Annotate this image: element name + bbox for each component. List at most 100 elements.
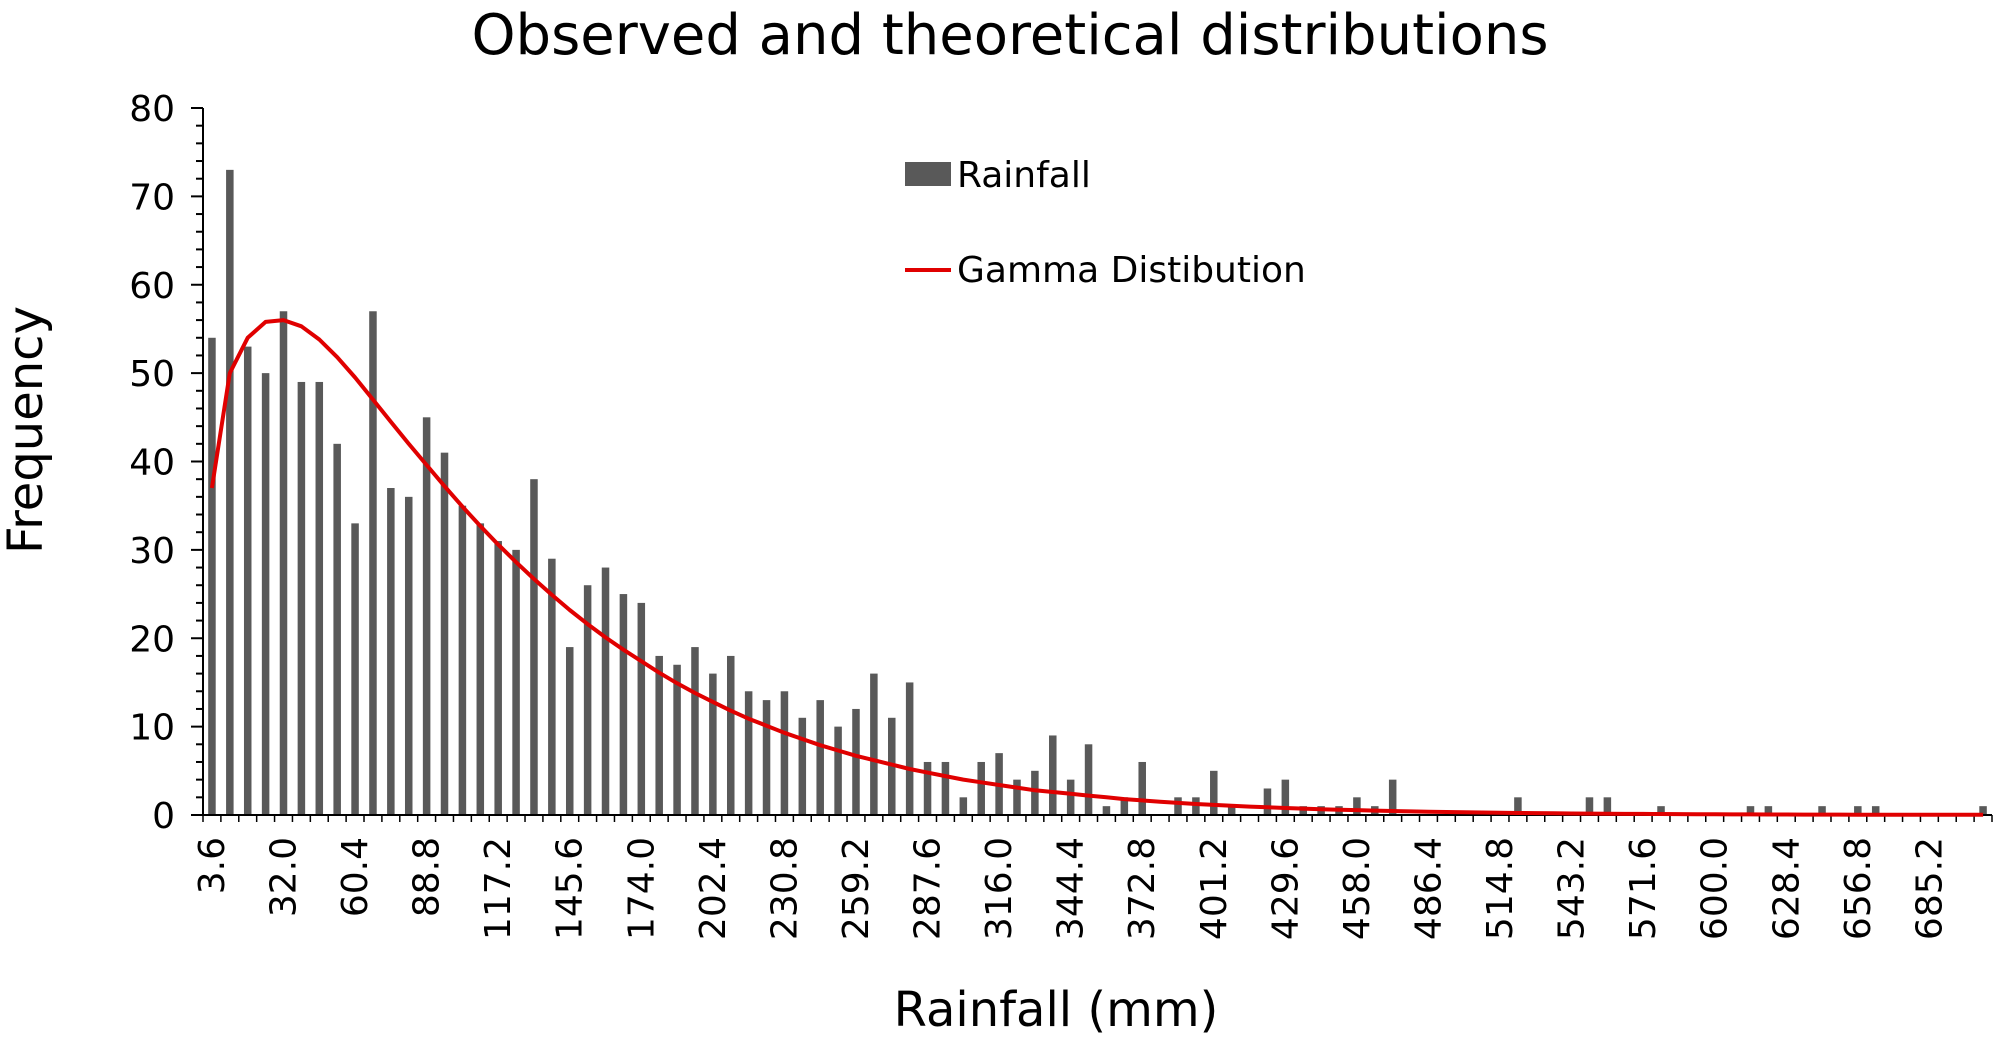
x-tick-label: 174.0 — [621, 837, 662, 940]
x-tick-label: 628.4 — [1766, 837, 1807, 940]
rainfall-bar — [977, 761, 985, 815]
rainfall-bar — [1979, 806, 1987, 815]
rainfall-bar — [404, 496, 413, 815]
x-tick-label: 685.2 — [1909, 837, 1950, 940]
legend-rainfall-label: Rainfall — [957, 155, 1091, 196]
rainfall-bar — [834, 726, 842, 815]
rainfall-bar — [548, 558, 556, 815]
y-tick-label: 40 — [129, 443, 175, 484]
bars-group — [208, 169, 1987, 816]
rainfall-bar — [852, 708, 860, 815]
x-tick-label: 3.6 — [192, 837, 233, 894]
rainfall-bar — [959, 797, 968, 815]
x-tick-label: 458.0 — [1337, 837, 1378, 940]
x-tick-label: 429.6 — [1265, 837, 1306, 940]
rainfall-bar — [512, 549, 520, 815]
rainfall-bar — [1388, 779, 1397, 815]
x-tick-label: 117.2 — [478, 837, 519, 940]
rainfall-bar — [1854, 806, 1862, 815]
rainfall-bar — [1031, 770, 1039, 815]
rainfall-bar — [1084, 744, 1093, 815]
rainfall-bar — [655, 655, 663, 815]
rainfall-bar — [226, 169, 234, 816]
x-tick-label: 287.6 — [908, 837, 949, 940]
rainfall-bar — [369, 311, 377, 815]
rainfall-bar — [351, 523, 359, 815]
rainfall-bar — [458, 505, 467, 815]
rainfall-bar — [637, 602, 646, 815]
rainfall-bar — [601, 567, 610, 815]
rainfall-bar — [1603, 797, 1612, 815]
x-tick-label: 656.8 — [1838, 837, 1879, 940]
rainfall-bar — [923, 761, 932, 815]
x-tick-label: 202.4 — [693, 837, 734, 940]
y-axis-label: Frequency — [0, 306, 54, 554]
rainfall-bar — [1066, 779, 1075, 815]
x-axis-ticks: 3.6 32.0 60.4 88.8 117.2 145.6 174.0 202.4 230.8… — [192, 815, 1993, 940]
legend-gamma-label: Gamma Distibution — [957, 250, 1306, 291]
rainfall-bar — [1263, 788, 1272, 815]
rainfall-bar — [726, 655, 735, 815]
rainfall-bar — [333, 443, 341, 815]
rainfall-bar — [673, 664, 681, 815]
rainfall-bar — [208, 337, 216, 815]
chart-title: Observed and theoretical distributions — [471, 3, 1548, 68]
rainfall-bar — [691, 647, 699, 815]
rainfall-bar — [440, 452, 449, 815]
x-tick-label: 401.2 — [1194, 837, 1235, 940]
rainfall-bar — [1657, 806, 1665, 815]
x-tick-label: 514.8 — [1480, 837, 1521, 940]
rainfall-bar — [1353, 797, 1361, 815]
rainfall-bar — [709, 673, 717, 815]
rainfall-bar — [297, 381, 306, 815]
rainfall-bar — [1585, 797, 1594, 815]
x-tick-label: 88.8 — [407, 837, 448, 917]
y-tick-label: 10 — [129, 708, 175, 749]
rainfall-bar — [1102, 806, 1111, 815]
rainfall-bar — [1281, 779, 1290, 815]
x-tick-label: 259.2 — [836, 837, 877, 940]
x-tick-label: 230.8 — [764, 837, 805, 940]
x-tick-label: 372.8 — [1122, 837, 1163, 940]
rainfall-bar — [315, 381, 324, 815]
y-tick-label: 0 — [152, 796, 175, 837]
legend: Rainfall Gamma Distibution — [905, 155, 1306, 291]
rainfall-bar — [243, 346, 252, 815]
rainfall-bar — [1818, 806, 1826, 815]
rainfall-bar — [905, 682, 914, 815]
x-tick-label: 571.6 — [1623, 837, 1664, 940]
rainfall-bar — [1871, 806, 1880, 815]
rainfall-bar — [1746, 806, 1755, 815]
rainfall-bar — [744, 691, 753, 815]
rainfall-bar — [422, 417, 431, 815]
y-tick-label: 30 — [129, 531, 175, 572]
y-tick-label: 20 — [129, 619, 175, 660]
rainfall-bar — [1013, 779, 1021, 815]
x-tick-label: 600.0 — [1695, 837, 1736, 940]
rainfall-bar — [1138, 761, 1146, 815]
rainfall-bar — [583, 585, 592, 815]
y-tick-label: 50 — [129, 354, 175, 395]
rainfall-bar — [870, 673, 878, 815]
x-axis-label: Rainfall (mm) — [894, 982, 1219, 1038]
x-tick-label: 486.4 — [1408, 837, 1449, 940]
rainfall-bar — [1192, 797, 1200, 815]
rainfall-bar — [1120, 797, 1129, 815]
y-tick-label: 80 — [129, 89, 175, 130]
gamma-distribution-line — [209, 318, 1984, 817]
y-axis-ticks: 0 10 20 30 40 50 60 70 80 — [129, 89, 203, 837]
rainfall-bar — [1049, 735, 1057, 815]
rainfall-bar — [816, 700, 824, 815]
x-tick-label: 60.4 — [335, 837, 376, 917]
rainfall-bar — [1514, 797, 1522, 815]
rainfall-bar — [1227, 806, 1236, 815]
rainfall-bar — [261, 373, 270, 815]
x-tick-label: 543.2 — [1552, 837, 1593, 940]
x-tick-label: 344.4 — [1051, 837, 1092, 940]
y-tick-label: 60 — [129, 266, 175, 307]
rainfall-bar — [798, 717, 807, 815]
rainfall-bar — [387, 488, 395, 815]
rainfall-bar — [1210, 770, 1218, 815]
rainfall-bar — [762, 700, 771, 815]
